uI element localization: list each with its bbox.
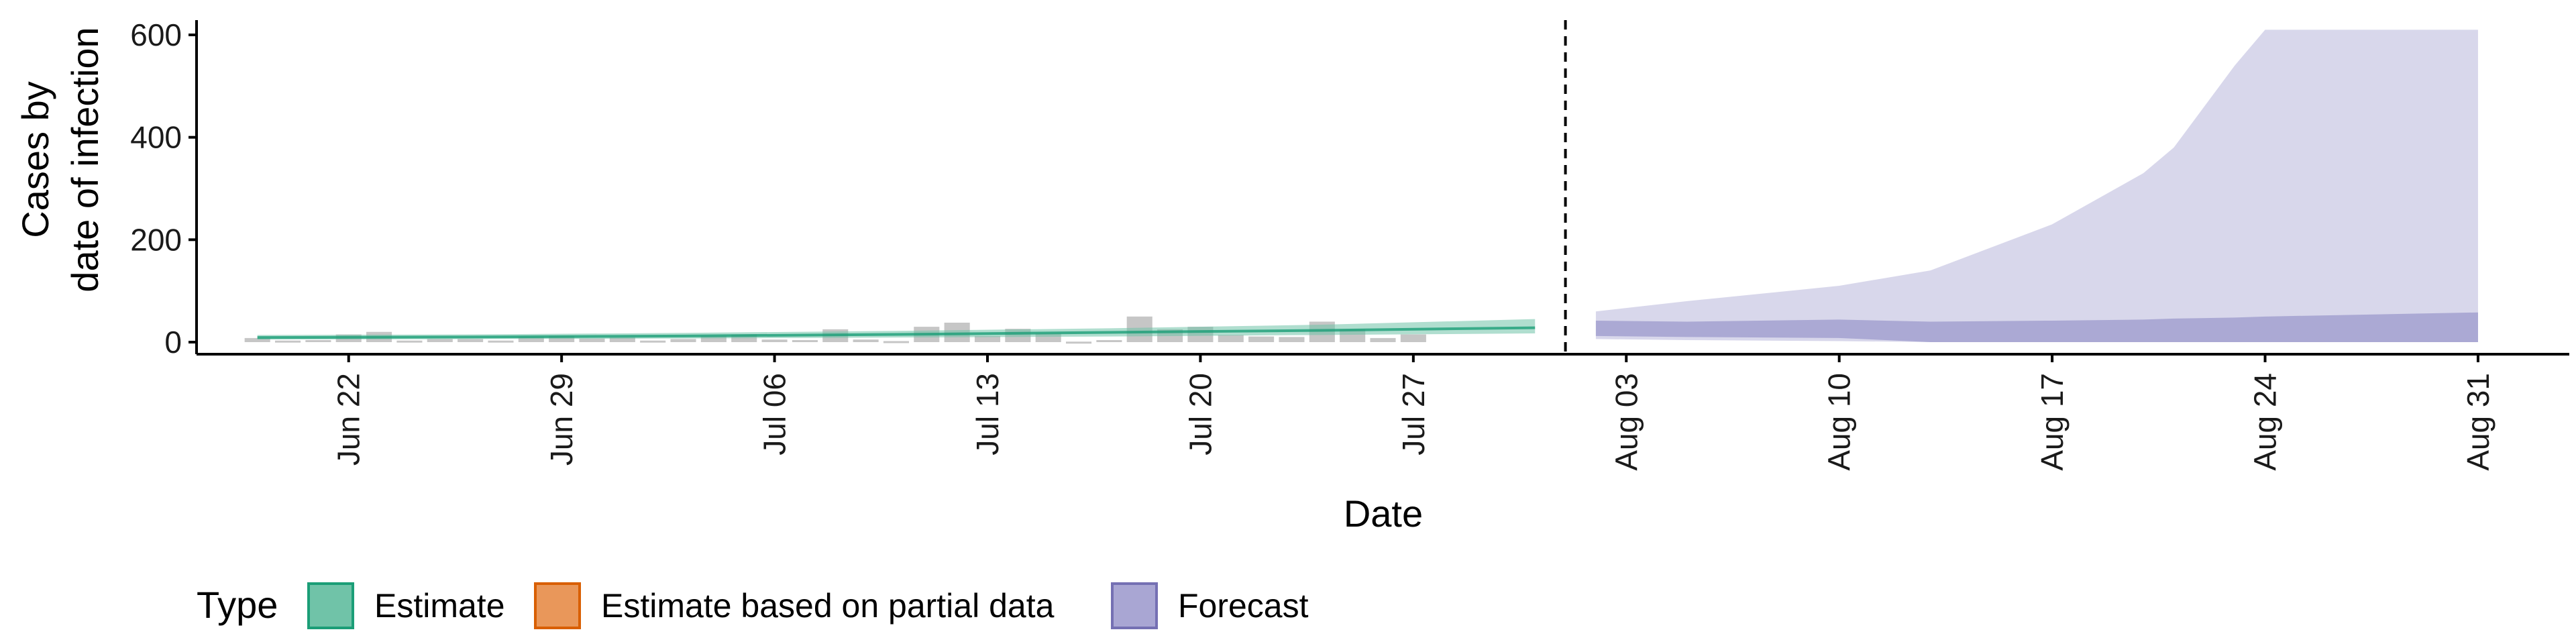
reported-case-bar [396, 340, 423, 343]
legend-label-partial: Estimate based on partial data [601, 587, 1055, 625]
reported-case-bar [579, 338, 605, 342]
reported-case-bar [1218, 335, 1244, 342]
reported-case-bar [792, 339, 818, 342]
x-tick-label: Jul 13 [970, 373, 1005, 455]
y-tick-label: 600 [130, 17, 182, 52]
x-tick-label: Jun 22 [331, 373, 366, 466]
reported-case-bar [1370, 337, 1396, 342]
reported-case-bar [974, 335, 1001, 342]
estimate-band [257, 319, 1536, 340]
reported-case-bar [488, 340, 514, 343]
reported-case-bar [670, 339, 696, 342]
reported-case-bar [518, 337, 544, 342]
reported-case-bar [1248, 336, 1275, 342]
reported-case-bar [244, 337, 270, 342]
legend-key-forecast [1111, 582, 1158, 629]
legend-item-forecast: Forecast [1111, 582, 1309, 629]
x-tick-label: Jul 20 [1183, 373, 1218, 455]
x-axis-title: Date [1344, 492, 1423, 535]
plot-area [244, 20, 2478, 354]
reported-case-bar [853, 339, 879, 342]
estimate-median-line [257, 326, 1536, 339]
reported-case-bar [305, 339, 331, 342]
legend-key-partial [534, 582, 581, 629]
legend-item-partial: Estimate based on partial data [534, 582, 1055, 629]
x-tick-label: Aug 03 [1609, 373, 1644, 471]
y-tick-label: 0 [164, 325, 182, 360]
reported-case-bar [640, 340, 666, 343]
reported-case-bar [700, 335, 727, 342]
x-tick-label: Aug 10 [1822, 373, 1857, 471]
reported-case-bar [1065, 341, 1092, 344]
legend-label-forecast: Forecast [1178, 587, 1309, 625]
forecast-inner-band [1595, 312, 2478, 342]
reported-case-bar [761, 339, 788, 342]
reported-case-bar [1279, 337, 1305, 342]
x-tick-label: Jul 27 [1396, 373, 1431, 455]
y-axis-title-line-1: Cases by [14, 81, 56, 237]
axes [195, 20, 2569, 356]
y-ticks: 0 200 400 600 [130, 17, 197, 360]
x-ticks: Jun 22 Jun 29 Jul 06 Jul 13 Jul 20 Jul 27 Aug … [331, 354, 2496, 471]
legend-key-estimate [307, 582, 354, 629]
x-tick-label: Jul 06 [757, 373, 792, 455]
legend-item-estimate: Estimate [307, 582, 505, 629]
x-tick-label: Jun 29 [544, 373, 579, 466]
reported-case-bar [609, 337, 635, 342]
x-tick-label: Aug 17 [2035, 373, 2070, 471]
reported-case-bar [274, 340, 301, 343]
legend: Type Estimate Estimate based on partial … [197, 582, 1309, 629]
reported-case-bar [458, 339, 484, 342]
reported-case-bar [883, 341, 910, 343]
reported-case-bar [731, 334, 757, 342]
reported-case-bar [1400, 334, 1426, 342]
x-tick-label: Aug 24 [2248, 373, 2283, 471]
legend-title: Type [197, 584, 278, 626]
reported-case-bar [1096, 339, 1122, 342]
x-tick-label: Aug 31 [2461, 373, 2496, 471]
y-tick-label: 400 [130, 120, 182, 155]
reported-case-bar [549, 335, 575, 342]
forecast-outer-band [1595, 30, 2478, 342]
y-axis-title-line-2: date of infection [64, 27, 106, 292]
reported-case-bar [427, 339, 453, 342]
legend-label-estimate: Estimate [374, 587, 505, 625]
y-tick-label: 200 [130, 222, 182, 257]
